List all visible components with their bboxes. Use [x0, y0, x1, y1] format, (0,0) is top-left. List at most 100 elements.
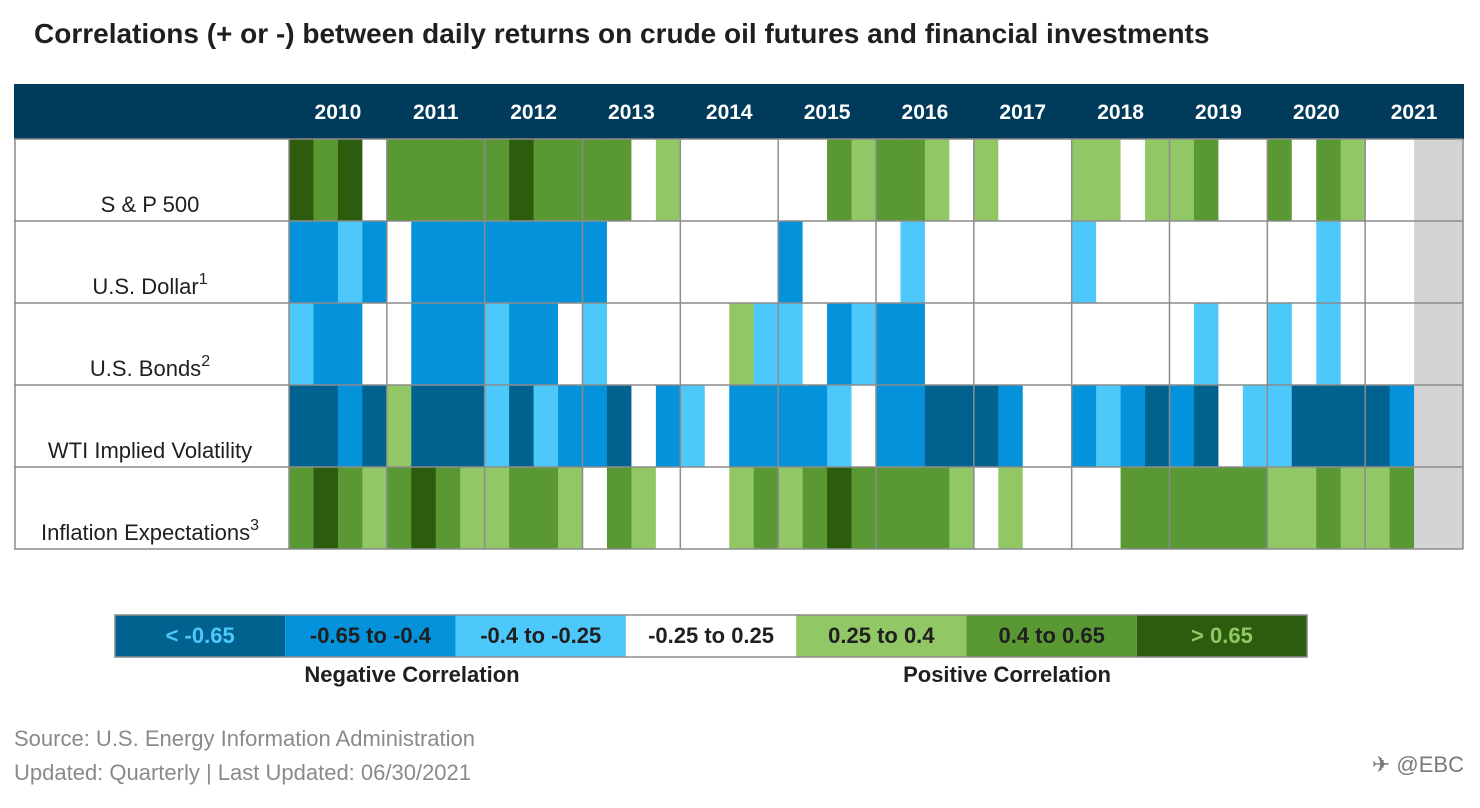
heat-cell	[753, 221, 779, 303]
heat-cell	[631, 385, 657, 467]
heat-cell	[1120, 385, 1146, 467]
heat-cell	[1365, 467, 1391, 549]
heat-cell	[851, 385, 877, 467]
heat-cell	[606, 139, 633, 221]
heat-cell	[655, 303, 681, 385]
heat-cell	[509, 467, 535, 549]
heat-cell	[900, 385, 926, 467]
heat-cell	[460, 467, 486, 549]
heat-cell	[558, 221, 584, 303]
watermark: ✈ @EBC	[1372, 752, 1464, 778]
heat-cell	[386, 221, 412, 303]
heat-cell	[876, 467, 902, 549]
heat-cell	[1340, 385, 1366, 467]
heat-cell	[386, 303, 412, 385]
heat-cell	[1022, 139, 1048, 221]
updated-note: Updated: Quarterly | Last Updated: 06/30…	[14, 760, 472, 785]
heat-cell	[1389, 221, 1415, 303]
heat-cell	[362, 139, 388, 221]
heat-cell	[484, 303, 510, 385]
heat-cell	[1316, 385, 1342, 467]
heat-cell	[1193, 221, 1220, 303]
heat-cell	[533, 303, 559, 385]
heat-cell	[631, 221, 657, 303]
heat-cell	[900, 139, 926, 221]
heat-cell	[606, 467, 633, 549]
heat-cell	[802, 303, 828, 385]
heat-cell	[582, 221, 608, 303]
heat-cell	[533, 221, 559, 303]
heat-cell	[949, 467, 975, 549]
heat-cell	[337, 385, 363, 467]
heat-cell	[802, 221, 828, 303]
heat-cell	[1047, 139, 1073, 221]
heat-cell	[680, 467, 706, 549]
legend-swatch	[796, 615, 967, 657]
heat-cell	[509, 139, 535, 221]
heat-cell	[1414, 467, 1440, 549]
heat-cell	[460, 139, 486, 221]
heat-cell	[631, 467, 657, 549]
year-label-2013: 2013	[608, 101, 655, 124]
heat-cell	[435, 139, 461, 221]
year-label-2012: 2012	[510, 101, 557, 124]
heat-cell	[876, 303, 902, 385]
heat-cell	[973, 385, 999, 467]
heat-cell	[876, 221, 902, 303]
heat-cell	[1022, 385, 1048, 467]
heat-cell	[1071, 467, 1097, 549]
heat-cell	[680, 303, 706, 385]
year-label-2020: 2020	[1293, 101, 1340, 124]
heat-cell	[1242, 221, 1268, 303]
heat-cell	[851, 303, 877, 385]
heat-cell	[729, 139, 755, 221]
heat-cell	[1242, 467, 1268, 549]
heat-cell	[1267, 467, 1293, 549]
heat-cell	[289, 139, 315, 221]
heat-cell	[1047, 303, 1073, 385]
heat-cell	[1169, 303, 1195, 385]
heat-cell	[582, 303, 608, 385]
heat-cell	[533, 139, 559, 221]
heat-cell	[1365, 303, 1391, 385]
year-label-2010: 2010	[315, 101, 362, 124]
heat-cell	[1291, 385, 1317, 467]
watermark-text: @EBC	[1396, 752, 1464, 777]
heat-cell	[655, 467, 681, 549]
heat-cell	[1438, 467, 1464, 549]
heat-cell	[729, 385, 755, 467]
heat-cell	[411, 467, 437, 549]
year-label-2019: 2019	[1195, 101, 1242, 124]
heat-cell	[313, 303, 339, 385]
heat-cell	[289, 221, 315, 303]
heat-cell	[802, 467, 828, 549]
heat-cell	[411, 221, 437, 303]
heat-cell	[337, 303, 363, 385]
heat-cell	[1340, 303, 1366, 385]
heat-cell	[998, 385, 1024, 467]
heat-cell	[1414, 139, 1440, 221]
heat-cell	[802, 139, 828, 221]
heat-cell	[827, 467, 853, 549]
heat-cell	[998, 139, 1024, 221]
heat-cell	[924, 221, 950, 303]
source-note: Source: U.S. Energy Information Administ…	[14, 726, 475, 751]
heat-cell	[435, 221, 461, 303]
heat-cell	[680, 221, 706, 303]
heat-cell	[289, 385, 315, 467]
heat-cell	[337, 467, 363, 549]
heat-cell	[435, 303, 461, 385]
heat-cell	[313, 221, 339, 303]
heat-cell	[631, 139, 657, 221]
heat-cell	[1120, 139, 1146, 221]
row-label: WTI Implied Volatility	[48, 438, 252, 463]
legend-swatch	[115, 615, 286, 657]
heat-cell	[1169, 467, 1195, 549]
heat-cell	[289, 467, 315, 549]
heat-cell	[1389, 385, 1415, 467]
chart-title: Correlations (+ or -) between daily retu…	[34, 18, 1210, 49]
heat-cell	[1267, 385, 1293, 467]
heat-cell	[1120, 303, 1146, 385]
heat-cell	[704, 385, 730, 467]
heat-cell	[1218, 221, 1244, 303]
